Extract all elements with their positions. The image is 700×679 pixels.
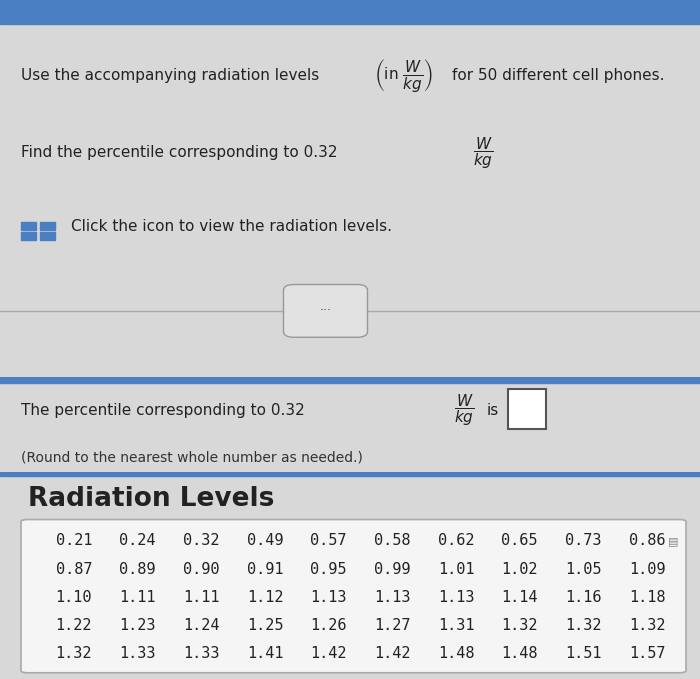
Text: Radiation Levels: Radiation Levels (28, 486, 274, 512)
FancyBboxPatch shape (284, 285, 368, 337)
Text: 1.32: 1.32 (55, 646, 92, 661)
Text: for 50 different cell phones.: for 50 different cell phones. (452, 68, 664, 83)
Text: 1.32: 1.32 (501, 618, 538, 633)
Text: 1.23: 1.23 (119, 618, 156, 633)
Text: 1.01: 1.01 (438, 562, 475, 576)
Text: 0.99: 0.99 (374, 562, 411, 576)
Text: 0.24: 0.24 (119, 534, 156, 549)
Text: 0.86: 0.86 (629, 534, 666, 549)
Text: 1.11: 1.11 (119, 589, 156, 605)
Bar (508, 389, 546, 429)
Text: 1.33: 1.33 (183, 646, 220, 661)
Text: $\dfrac{W}{kg}$: $\dfrac{W}{kg}$ (454, 392, 474, 428)
Text: 0.49: 0.49 (246, 534, 284, 549)
Text: 1.18: 1.18 (629, 589, 666, 605)
Bar (40, 222, 55, 230)
Text: 1.27: 1.27 (374, 618, 411, 633)
Text: 1.57: 1.57 (629, 646, 666, 661)
Text: 1.32: 1.32 (565, 618, 602, 633)
Text: 1.51: 1.51 (565, 646, 602, 661)
Text: 0.90: 0.90 (183, 562, 220, 576)
Text: 1.22: 1.22 (55, 618, 92, 633)
Text: 0.62: 0.62 (438, 534, 475, 549)
Text: is: is (486, 403, 498, 418)
Text: 0.87: 0.87 (55, 562, 92, 576)
Text: 1.14: 1.14 (501, 589, 538, 605)
Text: 1.12: 1.12 (246, 589, 284, 605)
Text: Click the icon to view the radiation levels.: Click the icon to view the radiation lev… (71, 219, 393, 234)
Bar (21, 232, 36, 240)
Text: (Round to the nearest whole number as needed.): (Round to the nearest whole number as ne… (21, 451, 363, 464)
Text: 1.16: 1.16 (565, 589, 602, 605)
Text: 1.42: 1.42 (374, 646, 411, 661)
Text: Use the accompanying radiation levels: Use the accompanying radiation levels (21, 68, 319, 83)
Text: 1.41: 1.41 (246, 646, 284, 661)
Text: 0.95: 0.95 (310, 562, 347, 576)
Text: The percentile corresponding to 0.32: The percentile corresponding to 0.32 (21, 403, 304, 418)
Text: 1.32: 1.32 (629, 618, 666, 633)
Text: 1.48: 1.48 (438, 646, 475, 661)
Text: 0.58: 0.58 (374, 534, 411, 549)
Text: 1.48: 1.48 (501, 646, 538, 661)
Text: 1.09: 1.09 (629, 562, 666, 576)
Text: 0.32: 0.32 (183, 534, 220, 549)
Bar (0, 377, 700, 384)
Bar (40, 232, 55, 240)
Text: 0.73: 0.73 (565, 534, 602, 549)
Text: 1.05: 1.05 (565, 562, 602, 576)
Bar (21, 222, 36, 230)
FancyBboxPatch shape (21, 519, 686, 673)
Text: 0.89: 0.89 (119, 562, 156, 576)
Text: 1.10: 1.10 (55, 589, 92, 605)
Text: 0.57: 0.57 (310, 534, 347, 549)
Text: 0.65: 0.65 (501, 534, 538, 549)
Text: ···: ··· (319, 304, 332, 317)
Bar (0, 0, 700, 24)
Text: 0.21: 0.21 (55, 534, 92, 549)
Text: $\left(\mathrm{in\ }\dfrac{W}{kg}\right)$: $\left(\mathrm{in\ }\dfrac{W}{kg}\right)… (374, 57, 433, 94)
Text: 1.31: 1.31 (438, 618, 475, 633)
Text: 1.13: 1.13 (438, 589, 475, 605)
Text: $\dfrac{W}{kg}$: $\dfrac{W}{kg}$ (473, 134, 493, 170)
Text: 1.13: 1.13 (374, 589, 411, 605)
Text: 1.42: 1.42 (310, 646, 347, 661)
Text: 1.25: 1.25 (246, 618, 284, 633)
Bar (0, 472, 700, 475)
Text: ▤: ▤ (668, 536, 678, 546)
Text: 1.02: 1.02 (501, 562, 538, 576)
Text: 1.13: 1.13 (310, 589, 347, 605)
Text: 1.24: 1.24 (183, 618, 220, 633)
Text: 0.91: 0.91 (246, 562, 284, 576)
Text: 1.26: 1.26 (310, 618, 347, 633)
Text: Find the percentile corresponding to 0.32: Find the percentile corresponding to 0.3… (21, 145, 337, 160)
Text: 1.11: 1.11 (183, 589, 220, 605)
Text: 1.33: 1.33 (119, 646, 156, 661)
